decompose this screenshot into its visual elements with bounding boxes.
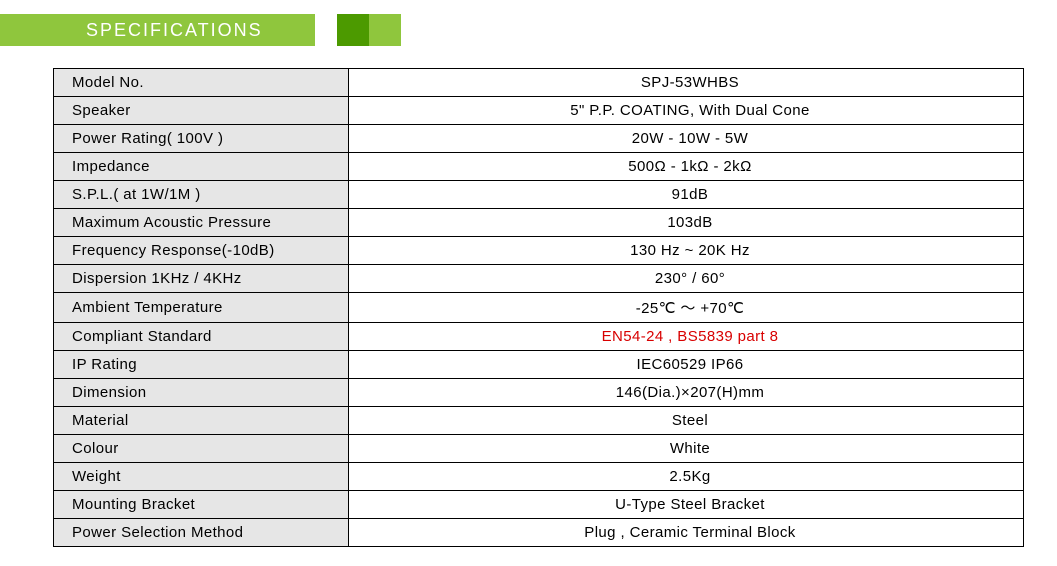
spec-value: 2.5Kg bbox=[349, 463, 1024, 491]
header-bar: SPECIFICATIONS bbox=[0, 14, 1057, 46]
table-row: Speaker5" P.P. COATING, With Dual Cone bbox=[54, 97, 1024, 125]
spec-value: 20W - 10W - 5W bbox=[349, 125, 1024, 153]
spec-label: Weight bbox=[54, 463, 349, 491]
table-row: Dimension146(Dia.)×207(H)mm bbox=[54, 379, 1024, 407]
spec-label: Mounting Bracket bbox=[54, 491, 349, 519]
spec-value: Plug , Ceramic Terminal Block bbox=[349, 519, 1024, 547]
spec-label: Colour bbox=[54, 435, 349, 463]
spec-table-wrap: Model No.SPJ-53WHBSSpeaker5" P.P. COATIN… bbox=[0, 46, 1057, 547]
spec-label: Maximum Acoustic Pressure bbox=[54, 209, 349, 237]
table-row: ColourWhite bbox=[54, 435, 1024, 463]
table-row: MaterialSteel bbox=[54, 407, 1024, 435]
table-row: Model No.SPJ-53WHBS bbox=[54, 69, 1024, 97]
spec-label: S.P.L.( at 1W/1M ) bbox=[54, 181, 349, 209]
spec-value: White bbox=[349, 435, 1024, 463]
spec-table-body: Model No.SPJ-53WHBSSpeaker5" P.P. COATIN… bbox=[54, 69, 1024, 547]
spec-label: Dispersion 1KHz / 4KHz bbox=[54, 265, 349, 293]
spec-value: 146(Dia.)×207(H)mm bbox=[349, 379, 1024, 407]
table-row: Frequency Response(-10dB)130 Hz ~ 20K Hz bbox=[54, 237, 1024, 265]
table-row: Power Selection MethodPlug , Ceramic Ter… bbox=[54, 519, 1024, 547]
header-square-light bbox=[369, 14, 401, 46]
spec-value: 500Ω - 1kΩ - 2kΩ bbox=[349, 153, 1024, 181]
spec-value: 130 Hz ~ 20K Hz bbox=[349, 237, 1024, 265]
spec-value: U-Type Steel Bracket bbox=[349, 491, 1024, 519]
spec-label: Compliant Standard bbox=[54, 323, 349, 351]
spec-label: Speaker bbox=[54, 97, 349, 125]
spec-label: Frequency Response(-10dB) bbox=[54, 237, 349, 265]
spec-label: Impedance bbox=[54, 153, 349, 181]
spec-value: EN54-24 , BS5839 part 8 bbox=[349, 323, 1024, 351]
spec-label: Material bbox=[54, 407, 349, 435]
table-row: Weight2.5Kg bbox=[54, 463, 1024, 491]
table-row: Compliant StandardEN54-24 , BS5839 part … bbox=[54, 323, 1024, 351]
spec-value: SPJ-53WHBS bbox=[349, 69, 1024, 97]
table-row: IP RatingIEC60529 IP66 bbox=[54, 351, 1024, 379]
table-row: Power Rating( 100V )20W - 10W - 5W bbox=[54, 125, 1024, 153]
spec-table: Model No.SPJ-53WHBSSpeaker5" P.P. COATIN… bbox=[53, 68, 1024, 547]
table-row: Impedance500Ω - 1kΩ - 2kΩ bbox=[54, 153, 1024, 181]
spec-value: Steel bbox=[349, 407, 1024, 435]
table-row: Mounting BracketU-Type Steel Bracket bbox=[54, 491, 1024, 519]
table-row: Dispersion 1KHz / 4KHz230° / 60° bbox=[54, 265, 1024, 293]
spec-label: Model No. bbox=[54, 69, 349, 97]
header-left-accent bbox=[0, 14, 10, 46]
spec-value: 91dB bbox=[349, 181, 1024, 209]
header-square-dark bbox=[337, 14, 369, 46]
spec-value: IEC60529 IP66 bbox=[349, 351, 1024, 379]
spec-value: 103dB bbox=[349, 209, 1024, 237]
header-gap bbox=[315, 14, 337, 46]
spec-label: Power Rating( 100V ) bbox=[54, 125, 349, 153]
spec-label: Ambient Temperature bbox=[54, 293, 349, 323]
header-title-block: SPECIFICATIONS bbox=[10, 14, 315, 46]
header-title: SPECIFICATIONS bbox=[86, 20, 263, 41]
spec-label: Power Selection Method bbox=[54, 519, 349, 547]
table-row: Ambient Temperature-25℃ ～ +70℃ bbox=[54, 293, 1024, 323]
spec-label: Dimension bbox=[54, 379, 349, 407]
table-row: Maximum Acoustic Pressure103dB bbox=[54, 209, 1024, 237]
spec-value: 230° / 60° bbox=[349, 265, 1024, 293]
spec-value: 5" P.P. COATING, With Dual Cone bbox=[349, 97, 1024, 125]
spec-label: IP Rating bbox=[54, 351, 349, 379]
table-row: S.P.L.( at 1W/1M )91dB bbox=[54, 181, 1024, 209]
spec-value: -25℃ ～ +70℃ bbox=[349, 293, 1024, 323]
